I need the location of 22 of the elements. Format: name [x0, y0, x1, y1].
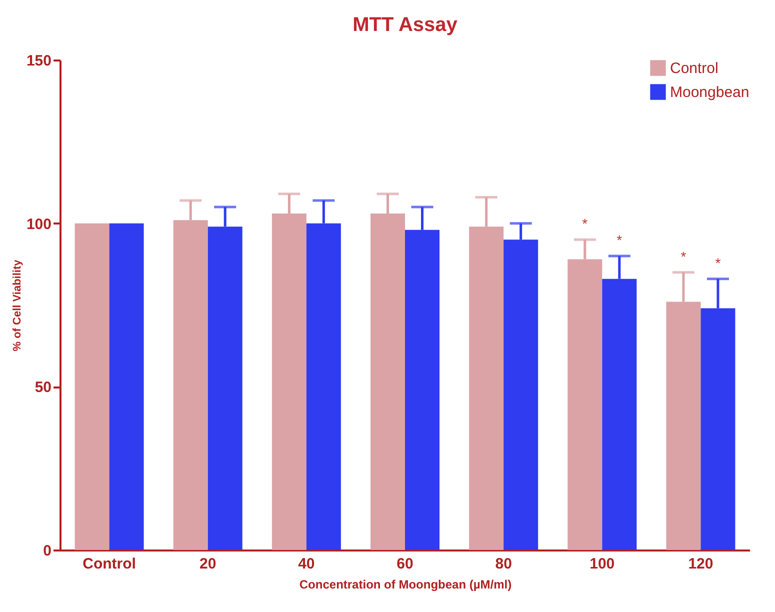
x-tick-label: 40 — [298, 556, 315, 572]
bar — [109, 223, 144, 550]
x-tick-label: 20 — [200, 556, 216, 572]
legend-label: Moongbean — [670, 84, 750, 101]
chart-title: MTT Assay — [352, 14, 458, 36]
annotation: * — [616, 232, 623, 248]
annotation: * — [582, 216, 588, 232]
y-tick-label: 150 — [26, 52, 52, 70]
bar — [74, 223, 110, 550]
legend-label: Control — [670, 60, 718, 77]
y-axis-title: % of Cell Viability — [11, 258, 24, 352]
x-axis-title: Concentration of Moongbean (µM/ml) — [299, 578, 512, 592]
x-tick-label: 120 — [688, 556, 714, 572]
y-tick-label: 0 — [43, 542, 52, 560]
x-tick-label: 100 — [590, 556, 615, 572]
annotation: * — [715, 254, 722, 271]
x-tick-label: Control — [82, 556, 136, 572]
x-tick-label: 80 — [495, 556, 512, 572]
x-tick-label: 60 — [396, 556, 414, 572]
annotation: * — [680, 248, 687, 264]
y-tick-label: 100 — [26, 216, 52, 233]
y-tick-label: 50 — [34, 379, 52, 396]
